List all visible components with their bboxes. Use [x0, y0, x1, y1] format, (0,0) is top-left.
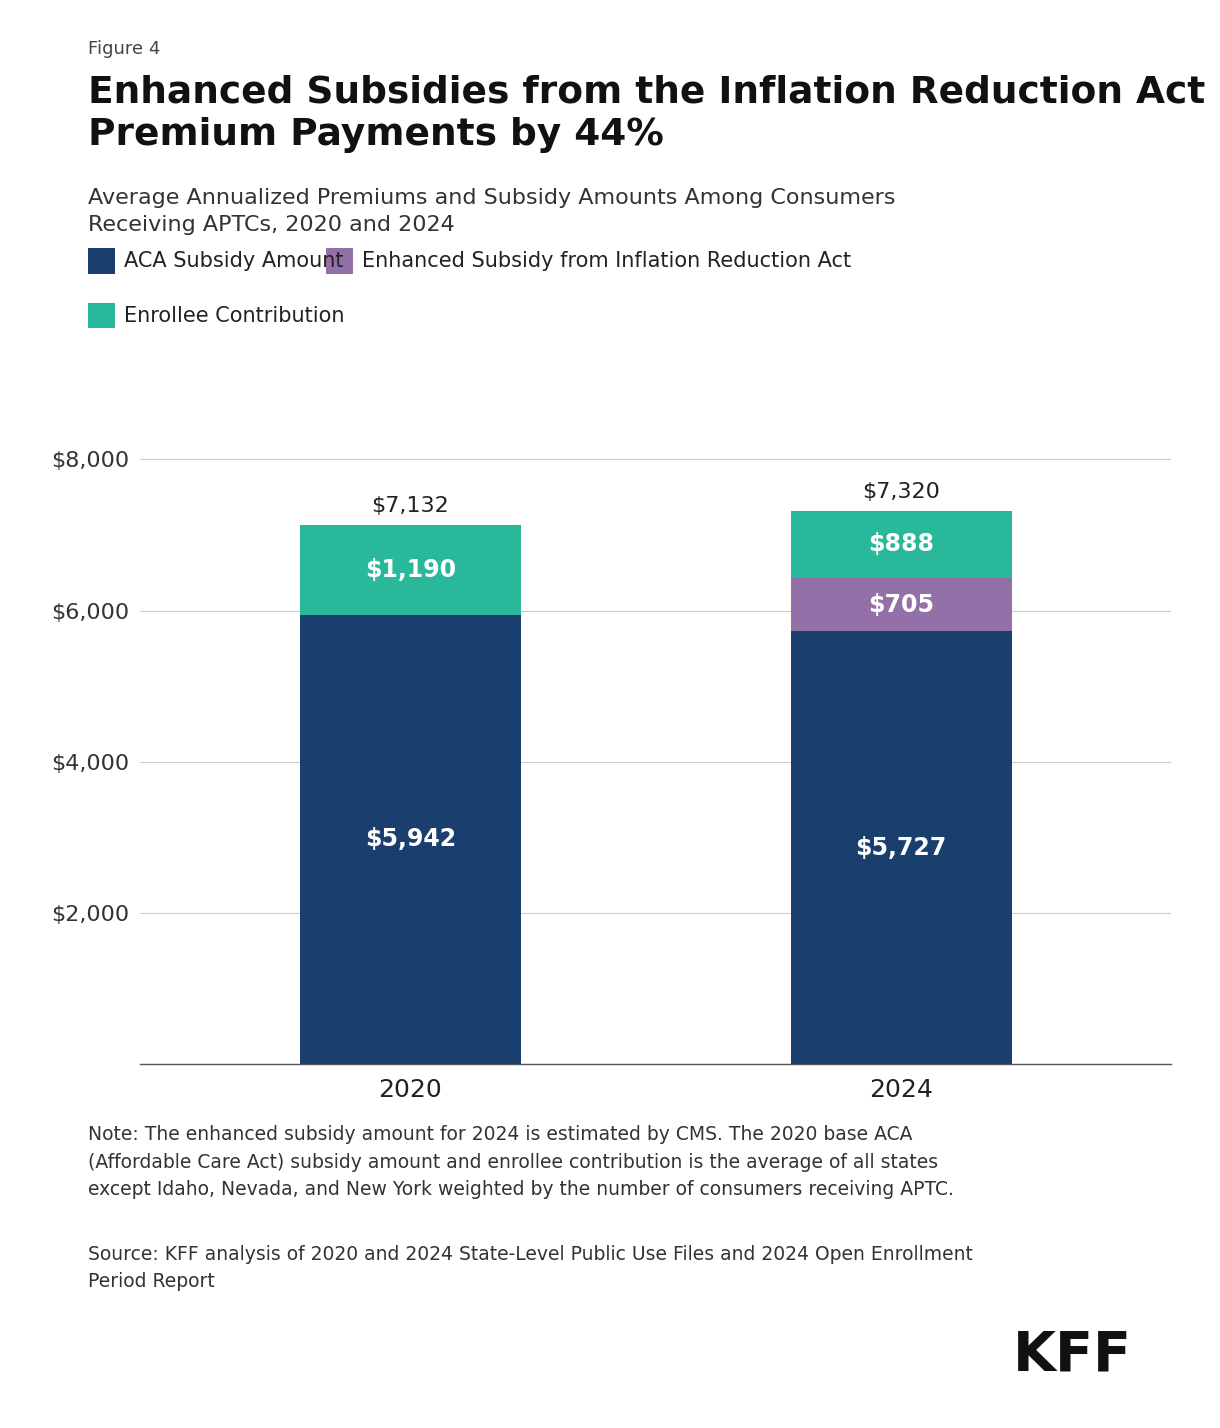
Bar	[791, 631, 1011, 1064]
Text: Enhanced Subsidy from Inflation Reduction Act: Enhanced Subsidy from Inflation Reductio…	[362, 251, 852, 271]
Text: $7,132: $7,132	[371, 496, 449, 516]
Text: Source: KFF analysis of 2020 and 2024 State-Level Public Use Files and 2024 Open: Source: KFF analysis of 2020 and 2024 St…	[88, 1245, 972, 1291]
Bar	[791, 578, 1011, 631]
Bar	[300, 615, 521, 1064]
Text: Enrollee Contribution: Enrollee Contribution	[124, 306, 345, 326]
Text: $7,320: $7,320	[863, 481, 941, 501]
Text: KFF: KFF	[1013, 1328, 1132, 1382]
Text: Enhanced Subsidies from the Inflation Reduction Act Cut
Premium Payments by 44%: Enhanced Subsidies from the Inflation Re…	[88, 74, 1220, 153]
Text: $888: $888	[869, 533, 935, 557]
Bar	[791, 511, 1011, 578]
Text: Note: The enhanced subsidy amount for 2024 is estimated by CMS. The 2020 base AC: Note: The enhanced subsidy amount for 20…	[88, 1125, 954, 1198]
Bar	[300, 526, 521, 615]
Text: Figure 4: Figure 4	[88, 40, 160, 59]
Text: $5,727: $5,727	[855, 835, 947, 860]
Text: $5,942: $5,942	[365, 827, 456, 851]
Text: Average Annualized Premiums and Subsidy Amounts Among Consumers
Receiving APTCs,: Average Annualized Premiums and Subsidy …	[88, 188, 895, 234]
Text: $1,190: $1,190	[365, 558, 456, 583]
Text: ACA Subsidy Amount: ACA Subsidy Amount	[124, 251, 344, 271]
Text: $705: $705	[869, 593, 935, 617]
